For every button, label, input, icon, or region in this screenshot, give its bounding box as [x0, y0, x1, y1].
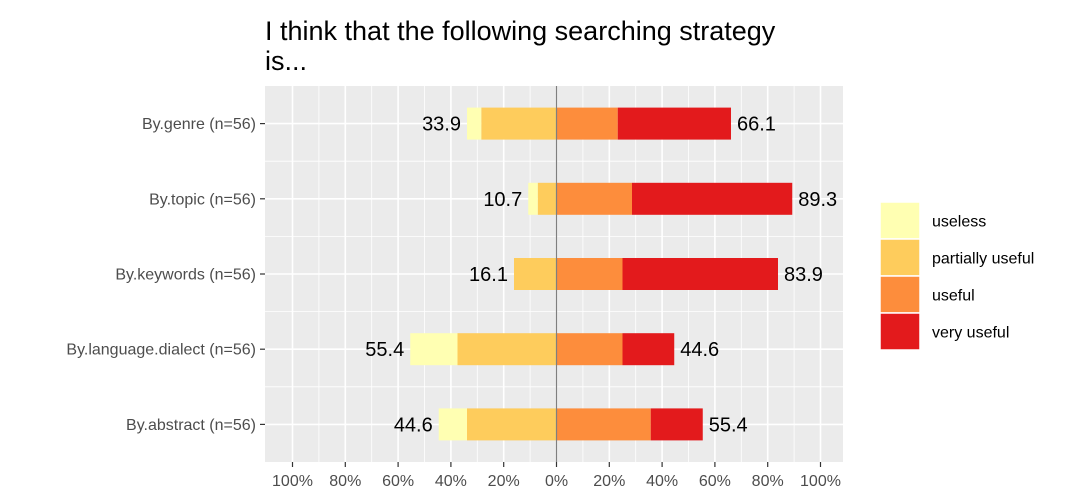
x-tick-label-9: 80% — [752, 473, 784, 490]
legend-label-partially-useful: partially useful — [932, 251, 1034, 268]
chart-title-line-1: I think that the following searching str… — [265, 16, 776, 46]
bar-useful-4 — [556, 408, 651, 441]
legend-key-partially-useful — [879, 238, 921, 277]
legend-label-useless: useless — [932, 214, 986, 231]
positive-total-label-4: 55.4 — [709, 414, 748, 436]
x-tick-label-3: 40% — [435, 473, 467, 490]
bar-useless-1 — [528, 182, 538, 215]
bar-partially-useful-1 — [537, 182, 557, 215]
negative-total-label-3: 55.4 — [365, 339, 404, 361]
bar-useful-2 — [556, 258, 623, 290]
negative-total-label-2: 16.1 — [469, 264, 508, 286]
category-label-4: By.abstract (n=56) — [126, 417, 256, 434]
legend-key-useful — [879, 275, 921, 314]
legend-key-very-useful — [879, 312, 921, 351]
x-tick-label-2: 60% — [382, 473, 414, 490]
bar-partially-useful-3 — [457, 333, 557, 366]
bar-useful-3 — [556, 333, 623, 366]
x-tick-label-6: 20% — [593, 473, 625, 490]
bar-very-useful-4 — [650, 408, 703, 441]
legend-label-very-useful: very useful — [932, 325, 1009, 342]
category-label-1: By.topic (n=56) — [149, 191, 256, 208]
bar-partially-useful-2 — [513, 258, 557, 290]
bar-very-useful-3 — [622, 333, 675, 366]
bars — [410, 107, 793, 441]
x-tick-label-1: 80% — [329, 473, 361, 490]
category-label-0: By.genre (n=56) — [142, 116, 256, 133]
category-label-3: By.language.dialect (n=56) — [66, 342, 256, 359]
legend-key-useless — [879, 201, 921, 240]
positive-total-label-1: 89.3 — [798, 189, 837, 211]
bar-very-useful-0 — [617, 107, 732, 140]
category-label-2: By.keywords (n=56) — [115, 267, 256, 284]
bar-useful-1 — [556, 182, 633, 215]
data-labels: 33.9 66.1 10.7 89.3 16.1 83.9 55.4 44.6 44.6 55.4 — [365, 114, 837, 437]
legend: useless partially useful useful very useful — [879, 201, 1034, 351]
x-tick-label-7: 40% — [646, 473, 678, 490]
positive-total-label-3: 44.6 — [680, 339, 719, 361]
bar-very-useful-1 — [632, 182, 793, 215]
legend-label-useful: useful — [932, 288, 975, 305]
chart-title: I think that the following searching str… — [265, 16, 776, 76]
bar-useless-3 — [410, 333, 458, 366]
chart-title-line-2: is... — [265, 46, 307, 76]
negative-total-label-4: 44.6 — [394, 414, 433, 436]
bar-very-useful-2 — [622, 258, 778, 290]
x-tick-label-10: 100% — [800, 473, 841, 490]
bar-partially-useful-0 — [481, 107, 557, 140]
bar-useless-4 — [438, 408, 468, 441]
bar-useless-0 — [467, 107, 482, 140]
x-axis: 100% 80% 60% 40% 20% 0% 20% 40% 60% 80% 100% — [272, 462, 841, 490]
bar-partially-useful-4 — [467, 408, 557, 441]
x-tick-label-4: 20% — [488, 473, 520, 490]
negative-total-label-1: 10.7 — [483, 189, 522, 211]
negative-total-label-0: 33.9 — [422, 114, 461, 136]
x-tick-label-0: 100% — [272, 473, 313, 490]
positive-total-label-0: 66.1 — [737, 114, 776, 136]
x-tick-label-5: 0% — [545, 473, 568, 490]
positive-total-label-2: 83.9 — [784, 264, 823, 286]
bar-useful-0 — [556, 107, 618, 140]
category-axis: By.genre (n=56) By.topic (n=56) By.keyword… — [66, 116, 265, 434]
x-tick-label-8: 60% — [699, 473, 731, 490]
